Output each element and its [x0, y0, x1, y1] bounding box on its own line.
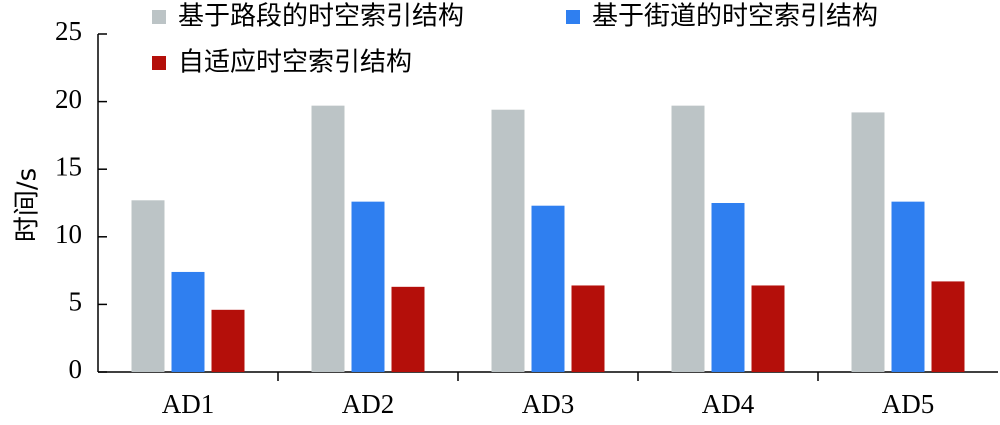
bar [311, 105, 345, 372]
bar [351, 201, 385, 372]
legend-label: 自适应时空索引结构 [178, 48, 412, 78]
bar [531, 205, 565, 372]
y-axis-title: 时间/s [13, 168, 43, 242]
y-tick-label: 0 [69, 354, 83, 384]
bar [211, 309, 245, 372]
legend-label: 基于路段的时空索引结构 [178, 2, 464, 32]
legend-swatch [152, 10, 166, 24]
y-tick-label: 25 [55, 16, 82, 46]
legend-swatch [152, 56, 166, 70]
bar [571, 285, 605, 372]
x-tick-label: AD2 [342, 389, 395, 419]
bar [391, 286, 425, 372]
bar [671, 105, 705, 372]
bar [491, 109, 525, 372]
bar [851, 112, 885, 372]
bar [171, 271, 205, 372]
bar [711, 203, 745, 372]
bar [131, 200, 165, 372]
y-axis-title-group: 时间/s [13, 168, 43, 242]
bar [931, 281, 965, 372]
x-tick-label: AD1 [162, 389, 215, 419]
y-tick-label: 20 [55, 84, 82, 114]
y-tick-label: 5 [69, 287, 83, 317]
bar [751, 285, 785, 372]
x-tick-label: AD3 [522, 389, 575, 419]
y-tick-label: 10 [55, 219, 82, 249]
y-tick-label: 15 [55, 151, 82, 181]
legend-swatch [566, 10, 580, 24]
legend-label: 基于街道的时空索引结构 [592, 2, 878, 32]
x-tick-label: AD5 [882, 389, 935, 419]
bar [891, 201, 925, 372]
plot-area: 0 5 10 15 20 25 AD1 AD2 AD3 AD4 AD5 [55, 16, 998, 419]
x-tick-label: AD4 [702, 389, 755, 419]
